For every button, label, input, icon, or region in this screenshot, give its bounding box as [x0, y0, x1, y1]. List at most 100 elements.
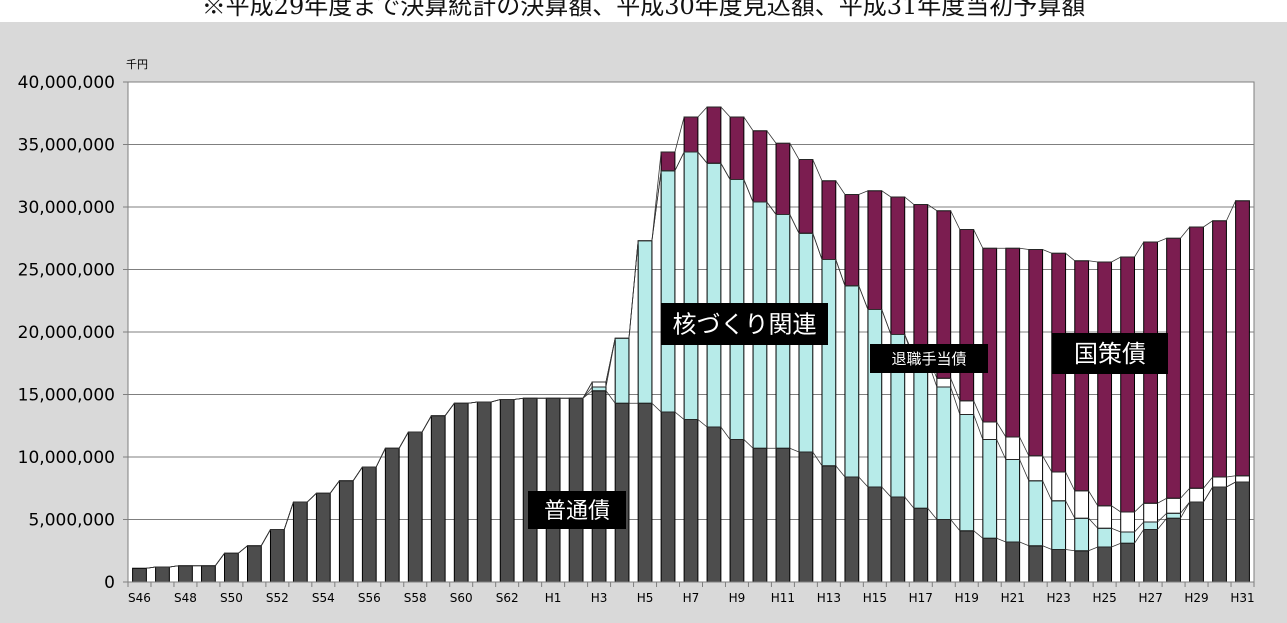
bar-segment: [1167, 238, 1181, 498]
bar-group: [477, 402, 491, 582]
bar-group: [247, 546, 261, 582]
x-tick-label: H21: [1001, 591, 1025, 605]
bar-group: [156, 567, 170, 582]
x-tick-label: H5: [637, 591, 654, 605]
bar-segment: [1006, 460, 1020, 543]
bar-segment: [799, 160, 813, 234]
bar-segment: [1075, 261, 1089, 491]
bar-segment: [776, 143, 790, 214]
bar-segment: [1006, 248, 1020, 437]
bar-segment: [408, 432, 422, 582]
bar-group: [1075, 261, 1089, 582]
x-tick-label: H11: [771, 591, 795, 605]
bar-segment: [179, 566, 193, 582]
bar-segment: [1121, 512, 1135, 532]
bar-group: [385, 448, 399, 582]
bar-segment: [960, 401, 974, 415]
bar-segment: [1144, 503, 1158, 522]
bar-segment: [1029, 546, 1043, 582]
bar-segment: [385, 448, 399, 582]
bar-segment: [1075, 551, 1089, 582]
x-tick-label: S50: [220, 591, 243, 605]
bar-group: [1098, 262, 1112, 582]
bar-group: [983, 248, 997, 582]
stacked-bar-chart: 0 5,000,000 10,000,000 15,000,000 20,000,000…: [0, 22, 1287, 623]
bar-group: [523, 398, 537, 582]
bar-segment: [1167, 518, 1181, 582]
y-tick-label: 25,000,000: [18, 261, 115, 281]
bar-group: [316, 493, 330, 582]
bar-segment: [225, 553, 239, 582]
bar-segment: [983, 538, 997, 582]
bar-segment: [822, 466, 836, 582]
bar-segment: [202, 566, 216, 582]
bar-segment: [661, 152, 675, 171]
x-tick-label: H23: [1047, 591, 1071, 605]
bar-segment: [845, 477, 859, 582]
bar-segment: [983, 422, 997, 440]
y-tick-label: 35,000,000: [18, 136, 115, 156]
bar-segment: [1190, 488, 1204, 502]
bar-segment: [1029, 481, 1043, 546]
bar-group: [753, 131, 767, 582]
bar-segment: [753, 131, 767, 202]
bar-group: [546, 398, 560, 582]
bar-group: [776, 143, 790, 582]
bar-segment: [1121, 543, 1135, 582]
x-tick-label: H9: [729, 591, 746, 605]
bar-group: [730, 117, 744, 582]
x-tick-label: S56: [358, 591, 381, 605]
bar-segment: [1121, 532, 1135, 543]
bar-segment: [1167, 498, 1181, 513]
y-tick-label: 30,000,000: [18, 198, 115, 218]
bar-segment: [1190, 227, 1204, 488]
bar-group: [133, 568, 147, 582]
y-tick-label: 0: [104, 573, 115, 593]
bar-segment: [914, 508, 928, 582]
bar-segment: [615, 338, 629, 403]
bar-group: [1213, 221, 1227, 582]
bar-group: [362, 467, 376, 582]
x-tick-label: S52: [266, 591, 289, 605]
bar-group: [845, 195, 859, 583]
bar-segment: [845, 195, 859, 286]
bar-segment: [707, 107, 721, 163]
x-axis: S46 S48 S50 S52 S54 S56 S58 S60 S62 H1 H3 H5 H7 H9 H11…: [128, 582, 1255, 605]
bar-segment: [362, 467, 376, 582]
bar-segment: [247, 546, 261, 582]
bar-group: [799, 160, 813, 583]
bar-segment: [293, 502, 307, 582]
bar-segment: [592, 387, 606, 391]
bar-segment: [592, 382, 606, 387]
x-tick-label: H13: [817, 591, 841, 605]
bar-group: [179, 566, 193, 582]
annotation-label: 核づくり関連: [661, 303, 828, 345]
annotation-label: 国策債: [1052, 333, 1168, 374]
bar-segment: [937, 387, 951, 520]
bar-segment: [684, 420, 698, 583]
x-tick-label: S60: [450, 591, 473, 605]
bar-segment: [1236, 476, 1250, 482]
bar-segment: [868, 487, 882, 582]
bar-segment: [431, 416, 445, 582]
bar-group: [1121, 257, 1135, 582]
bar-group: [868, 191, 882, 582]
bar-segment: [937, 520, 951, 583]
bar-group: [293, 502, 307, 582]
bar-group: [408, 432, 422, 582]
bar-segment: [1006, 542, 1020, 582]
bar-segment: [1144, 522, 1158, 530]
bar-segment: [707, 163, 721, 427]
bar-group: [431, 416, 445, 582]
bar-segment: [1121, 257, 1135, 512]
bar-segment: [983, 440, 997, 539]
header-note: ※平成29年度まで決算統計の決算額、平成30年度見込額、平成31年度当初予算額: [0, 0, 1287, 16]
bar-segment: [1029, 456, 1043, 481]
bar-segment: [845, 286, 859, 477]
bar-group: [1006, 248, 1020, 582]
bar-segment: [891, 197, 905, 335]
bar-segment: [569, 398, 583, 582]
bar-segment: [1213, 487, 1227, 582]
x-tick-label: H19: [955, 591, 979, 605]
annotation-text: 核づくり関連: [673, 311, 817, 339]
